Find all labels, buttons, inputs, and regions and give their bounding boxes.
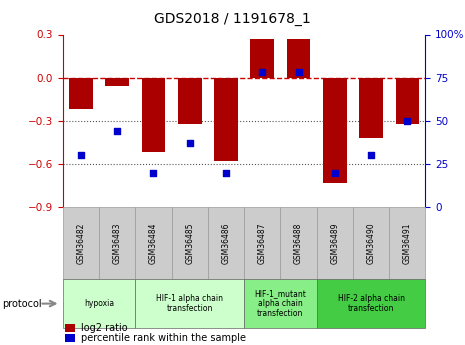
Point — [367, 152, 375, 158]
Bar — [106, 78, 129, 86]
Bar — [317, 279, 425, 328]
Text: hypoxia: hypoxia — [84, 299, 114, 308]
Point — [113, 128, 121, 134]
Bar — [251, 39, 274, 78]
Point — [222, 170, 230, 175]
Bar — [65, 324, 75, 332]
Text: GSM36485: GSM36485 — [185, 223, 194, 264]
Point — [186, 140, 193, 146]
Text: percentile rank within the sample: percentile rank within the sample — [81, 333, 246, 343]
Bar — [323, 78, 346, 183]
Point — [404, 118, 411, 124]
Bar — [99, 207, 135, 279]
Point — [295, 70, 302, 75]
Text: GSM36487: GSM36487 — [258, 223, 267, 264]
Bar — [178, 78, 201, 124]
Text: HIF-2 alpha chain
transfection: HIF-2 alpha chain transfection — [338, 294, 405, 313]
Text: GSM36483: GSM36483 — [113, 223, 122, 264]
Text: GSM36489: GSM36489 — [330, 223, 339, 264]
Bar — [280, 207, 317, 279]
Bar — [63, 207, 99, 279]
Text: log2 ratio: log2 ratio — [81, 323, 128, 333]
Bar — [317, 207, 353, 279]
Bar — [244, 279, 317, 328]
Bar — [142, 78, 165, 152]
Bar — [135, 207, 172, 279]
Point — [150, 170, 157, 175]
Point — [77, 152, 85, 158]
Point — [259, 70, 266, 75]
Text: protocol: protocol — [2, 299, 42, 308]
Text: HIF-1_mutant
alpha chain
transfection: HIF-1_mutant alpha chain transfection — [254, 289, 306, 318]
Bar — [208, 207, 244, 279]
Bar — [214, 78, 238, 161]
Text: GSM36491: GSM36491 — [403, 223, 412, 264]
Text: GSM36482: GSM36482 — [76, 223, 86, 264]
Bar — [172, 207, 208, 279]
Bar — [396, 78, 419, 124]
Bar — [65, 334, 75, 342]
Text: GSM36490: GSM36490 — [366, 223, 376, 264]
Text: HIF-1 alpha chain
transfection: HIF-1 alpha chain transfection — [156, 294, 223, 313]
Bar — [63, 279, 135, 328]
Bar — [69, 78, 93, 109]
Bar — [287, 39, 310, 78]
Bar — [244, 207, 280, 279]
Point — [331, 170, 339, 175]
Bar — [135, 279, 244, 328]
Bar — [359, 78, 383, 138]
Text: GSM36486: GSM36486 — [221, 223, 231, 264]
Text: GSM36488: GSM36488 — [294, 223, 303, 264]
Text: GSM36484: GSM36484 — [149, 223, 158, 264]
Bar — [389, 207, 425, 279]
Bar — [353, 207, 389, 279]
Text: GDS2018 / 1191678_1: GDS2018 / 1191678_1 — [154, 12, 311, 26]
